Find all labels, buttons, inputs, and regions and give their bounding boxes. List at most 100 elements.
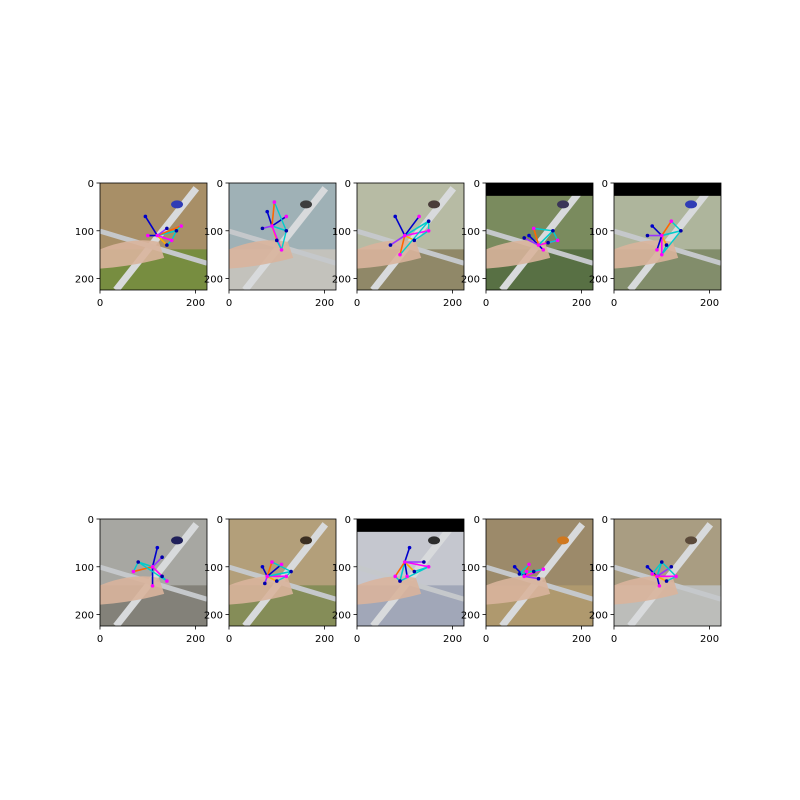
skeleton-bone xyxy=(266,211,273,227)
skeleton-bone xyxy=(523,237,539,246)
x-tick-label: 0 xyxy=(611,298,617,309)
subplot-8: 0 200 0 100 200 xyxy=(332,515,465,645)
keypoint xyxy=(145,233,150,238)
keypoint xyxy=(270,560,274,564)
subplot-1: 0 200 0 100 200 xyxy=(75,179,208,309)
keypoint xyxy=(155,233,160,238)
x-tick-label: 200 xyxy=(572,298,591,309)
keypoint xyxy=(284,574,289,579)
y-tick-label: 100 xyxy=(461,227,480,238)
y-tick-label: 0 xyxy=(474,179,480,190)
frame-bar xyxy=(627,186,714,290)
x-tick-label: 200 xyxy=(700,634,719,645)
keypoint xyxy=(659,233,664,238)
keypoint xyxy=(272,200,277,204)
keypoint xyxy=(260,564,265,569)
keypoint xyxy=(536,576,541,581)
skeleton-bone xyxy=(404,220,430,237)
keypoint xyxy=(674,574,678,579)
y-tick-label: 0 xyxy=(345,179,351,190)
x-tick-label: 200 xyxy=(186,298,205,309)
skeleton-bone xyxy=(166,225,182,246)
skeleton-bone xyxy=(157,225,182,237)
x-tick-label: 0 xyxy=(611,634,617,645)
keypoint xyxy=(274,579,279,583)
keypoint xyxy=(650,224,655,228)
skeleton-bone xyxy=(661,220,682,256)
skeleton-bone xyxy=(271,202,276,227)
y-tick-label: 200 xyxy=(204,611,223,622)
subplot-image xyxy=(486,519,593,626)
keypoint xyxy=(655,574,659,579)
y-tick-label: 200 xyxy=(461,611,480,622)
y-tick-label: 0 xyxy=(602,179,608,190)
keypoint xyxy=(405,574,409,579)
keypoint xyxy=(522,574,527,579)
skeleton-bone xyxy=(404,547,411,563)
y-tick-label: 100 xyxy=(589,227,608,238)
y-tick-label: 100 xyxy=(332,227,351,238)
keypoint xyxy=(531,569,536,574)
keypoint xyxy=(143,214,148,219)
skeleton-bone xyxy=(133,565,153,573)
x-tick-label: 200 xyxy=(443,298,462,309)
object-knob xyxy=(171,536,184,545)
frame-bar xyxy=(627,522,714,626)
keypoint xyxy=(407,545,412,550)
y-tick-label: 0 xyxy=(88,515,94,526)
subplot-image xyxy=(357,183,464,290)
y-tick-label: 100 xyxy=(75,563,94,574)
object-knob xyxy=(557,536,570,545)
object-knob xyxy=(685,536,698,545)
skeleton-bone xyxy=(399,235,406,255)
subplot-image xyxy=(229,183,336,290)
keypoint xyxy=(527,233,531,238)
hand-region xyxy=(486,576,551,605)
keypoint xyxy=(522,236,527,240)
skeleton-bone xyxy=(267,570,292,578)
keypoint xyxy=(284,214,289,219)
skeleton-bone xyxy=(156,227,168,237)
padding-band xyxy=(357,519,464,532)
skeleton-bone xyxy=(271,561,293,582)
subplot-3: 0 200 0 100 200 xyxy=(332,179,465,309)
object-knob xyxy=(428,536,441,545)
frame-bar xyxy=(499,522,586,626)
skeleton-bone xyxy=(651,225,663,237)
keypoint xyxy=(426,219,431,224)
keypoint xyxy=(412,238,417,243)
x-tick-label: 0 xyxy=(226,634,232,645)
y-tick-label: 100 xyxy=(75,227,94,238)
keypoint xyxy=(260,226,265,231)
y-tick-label: 100 xyxy=(204,563,223,574)
y-tick-label: 200 xyxy=(75,611,94,622)
skeleton-bone xyxy=(271,215,287,227)
keypoint xyxy=(263,581,267,586)
keypoint xyxy=(165,243,169,247)
x-tick-label: 200 xyxy=(700,298,719,309)
keypoint xyxy=(155,545,160,550)
keypoint xyxy=(541,248,546,252)
subplot-image xyxy=(357,519,464,626)
keypoint xyxy=(398,252,402,257)
subplot-image xyxy=(614,183,721,290)
keypoint xyxy=(426,228,431,233)
skeleton-bone xyxy=(651,560,678,582)
hand-region xyxy=(100,240,165,269)
skeleton-bone xyxy=(271,225,287,232)
frame-bar xyxy=(113,186,200,290)
keypoint xyxy=(412,569,417,574)
skeleton-bone xyxy=(656,235,663,251)
keypoint xyxy=(669,219,674,224)
skeleton-bone xyxy=(394,561,406,577)
keypoint xyxy=(659,560,664,564)
keypoint xyxy=(531,226,536,231)
skeleton-bone xyxy=(661,220,672,236)
skeleton-bone xyxy=(151,556,163,568)
subplot-10: 0 200 0 100 200 xyxy=(589,515,722,645)
y-tick-label: 200 xyxy=(204,275,223,286)
skeleton-bone xyxy=(394,216,406,236)
y-tick-label: 0 xyxy=(474,515,480,526)
keypoint xyxy=(289,569,293,574)
skeleton-bone xyxy=(656,561,663,577)
